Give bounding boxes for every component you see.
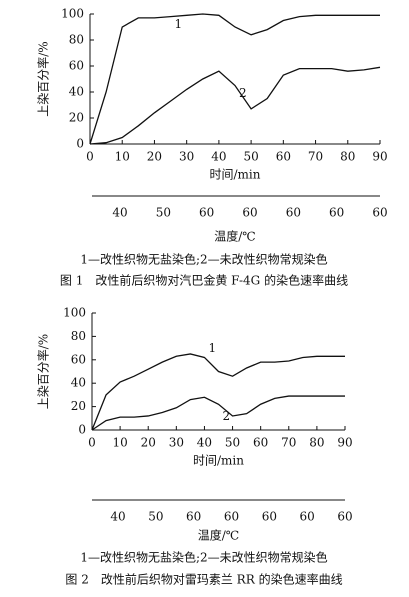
x-tick-label: 80 bbox=[309, 436, 324, 450]
x-tick-label: 30 bbox=[169, 436, 184, 450]
x2-tick-label: 50 bbox=[148, 510, 163, 524]
x-tick-label: 60 bbox=[276, 150, 291, 164]
x-axis-label: 时间/min bbox=[210, 168, 261, 182]
x-tick-label: 90 bbox=[337, 436, 352, 450]
series-label: 2 bbox=[239, 86, 247, 100]
x2-tick-label: 60 bbox=[337, 510, 352, 524]
y-tick-label: 100 bbox=[63, 306, 86, 320]
x2-tick-label: 60 bbox=[242, 206, 257, 220]
y-axis-label: 上染百分率/% bbox=[36, 41, 51, 116]
y-tick-label: 20 bbox=[71, 399, 86, 413]
legend-text: 1—改性织物无盐染色;2—未改性织物常规染色 bbox=[80, 550, 327, 565]
x-tick-label: 60 bbox=[253, 436, 268, 450]
x2-tick-label: 60 bbox=[372, 206, 387, 220]
x-tick-label: 40 bbox=[211, 150, 226, 164]
x2-tick-label: 60 bbox=[286, 206, 301, 220]
series-label: 1 bbox=[208, 341, 216, 355]
x-tick-label: 10 bbox=[112, 436, 127, 450]
x-tick-label: 50 bbox=[225, 436, 240, 450]
x2-tick-label: 60 bbox=[329, 206, 344, 220]
x-tick-label: 0 bbox=[86, 150, 94, 164]
x-axis-label: 时间/min bbox=[193, 454, 244, 468]
series-line bbox=[91, 353, 345, 431]
x2-tick-label: 60 bbox=[199, 206, 214, 220]
y-tick-label: 40 bbox=[71, 376, 86, 390]
x-tick-label: 70 bbox=[281, 436, 296, 450]
x2-tick-label: 50 bbox=[156, 206, 171, 220]
x-tick-label: 40 bbox=[197, 436, 212, 450]
x-tick-label: 80 bbox=[340, 150, 355, 164]
x2-tick-label: 60 bbox=[300, 510, 315, 524]
x2-tick-label: 60 bbox=[186, 510, 201, 524]
legend-text: 1—改性织物无盐染色;2—未改性织物常规染色 bbox=[80, 252, 327, 267]
x-tick-label: 0 bbox=[88, 436, 96, 450]
x-tick-label: 20 bbox=[141, 436, 156, 450]
series-label: 2 bbox=[223, 409, 231, 423]
y-tick-label: 80 bbox=[69, 33, 84, 47]
y-tick-label: 60 bbox=[69, 59, 84, 73]
x-tick-label: 30 bbox=[179, 150, 194, 164]
x2-axis-label: 温度/℃ bbox=[198, 528, 239, 543]
x2-axis-label: 温度/℃ bbox=[214, 229, 255, 244]
y-tick-label: 0 bbox=[78, 423, 86, 437]
series-line bbox=[89, 66, 381, 145]
caption: 图 2 改性前后织物对雷玛素兰 RR 的染色速率曲线 bbox=[65, 572, 342, 587]
x-tick-label: 90 bbox=[372, 150, 387, 164]
y-tick-label: 20 bbox=[69, 111, 84, 125]
caption: 图 1 改性前后织物对汽巴金黄 F-4G 的染色速率曲线 bbox=[60, 273, 348, 288]
series-line bbox=[91, 395, 345, 431]
y-tick-label: 0 bbox=[76, 137, 84, 151]
x-tick-label: 70 bbox=[308, 150, 323, 164]
y-tick-label: 40 bbox=[69, 85, 84, 99]
x-tick-label: 20 bbox=[147, 150, 162, 164]
series-line bbox=[89, 13, 380, 145]
y-axis-label: 上染百分率/% bbox=[36, 334, 51, 409]
x2-tick-label: 60 bbox=[224, 510, 239, 524]
x-tick-label: 10 bbox=[115, 150, 130, 164]
y-tick-label: 60 bbox=[71, 352, 86, 366]
series-label: 1 bbox=[175, 17, 183, 31]
y-tick-label: 100 bbox=[61, 7, 84, 21]
x2-tick-label: 60 bbox=[262, 510, 277, 524]
x2-tick-label: 40 bbox=[110, 510, 125, 524]
x-tick-label: 50 bbox=[243, 150, 258, 164]
x2-tick-label: 40 bbox=[112, 206, 127, 220]
y-tick-label: 80 bbox=[71, 329, 86, 343]
